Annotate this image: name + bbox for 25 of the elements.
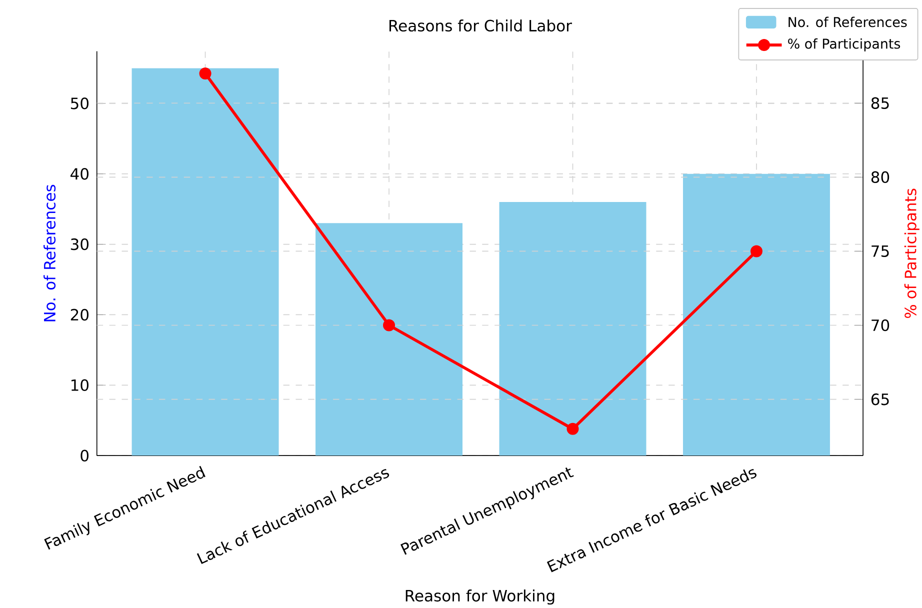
- y-axis-title: No. of References: [44, 184, 56, 322]
- bar: [316, 223, 462, 456]
- y2-tick-label: 75: [872, 245, 889, 257]
- y-tick-label: 40: [70, 168, 88, 180]
- bar: [499, 202, 646, 456]
- y2-tick-label: 70: [872, 319, 890, 332]
- y-tick-label: 20: [70, 308, 88, 320]
- point: [199, 67, 212, 80]
- y-tick-label: 30: [70, 238, 88, 250]
- bar: [132, 68, 279, 456]
- bar: [682, 174, 830, 456]
- x-axis-title: Reason for Working: [406, 589, 554, 604]
- legend-label: % of Participants: [788, 38, 900, 52]
- y-tick-label: 0: [80, 450, 88, 462]
- y2-tick-label: 65: [871, 393, 889, 406]
- legend-label: No. of References: [788, 16, 907, 28]
- chart-title: Reasons for Child Labor: [389, 19, 572, 32]
- point: [383, 319, 396, 332]
- point: [750, 245, 762, 258]
- y-tick-label: 50: [70, 97, 88, 110]
- y-tick-label: 10: [72, 379, 88, 391]
- point: [566, 422, 579, 435]
- y2-axis-title: % of Participants: [904, 188, 920, 318]
- y2-tick-label: 80: [871, 171, 890, 183]
- y2-tick-label: 85: [871, 97, 889, 109]
